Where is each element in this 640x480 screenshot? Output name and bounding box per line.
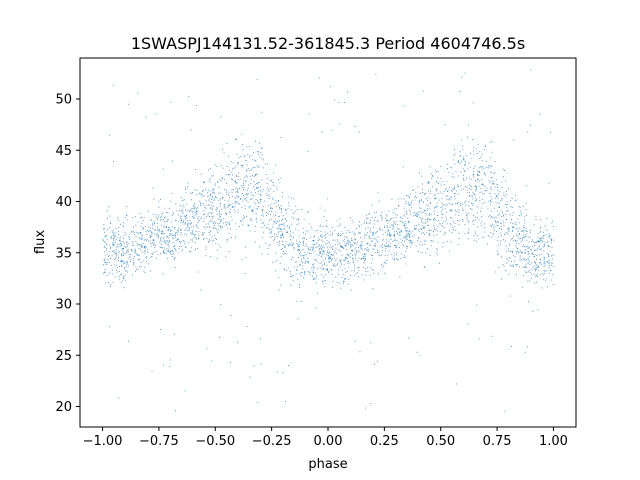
chart-title: 1SWASPJ144131.52-361845.3 Period 4604746…: [131, 34, 525, 53]
x-tick-label: −1.00: [83, 434, 123, 449]
x-tick-label: −0.25: [252, 434, 292, 449]
y-tick-label: 30: [55, 298, 72, 313]
x-tick-label: −0.75: [139, 434, 179, 449]
y-tick-label: 40: [55, 195, 72, 210]
x-tick-label: 0.75: [483, 434, 512, 449]
x-tick-label: 0.50: [426, 434, 455, 449]
y-tick-label: 50: [55, 93, 72, 108]
x-tick-label: 0.00: [314, 434, 343, 449]
y-tick-label: 45: [55, 144, 72, 159]
x-tick-label: −0.50: [195, 434, 235, 449]
y-axis-ticks: 20 25 30 35 40 45 50: [55, 93, 80, 415]
x-axis-label: phase: [308, 457, 347, 472]
y-tick-label: 25: [55, 349, 72, 364]
x-tick-label: 0.25: [370, 434, 399, 449]
y-tick-label: 20: [55, 400, 72, 415]
y-axis-label: flux: [33, 230, 48, 254]
y-tick-label: 35: [55, 246, 72, 261]
x-axis-ticks: −1.00 −0.75 −0.50 −0.25 0.00 0.25 0.50 0.75 1.00: [83, 427, 568, 449]
x-tick-label: 1.00: [539, 434, 568, 449]
